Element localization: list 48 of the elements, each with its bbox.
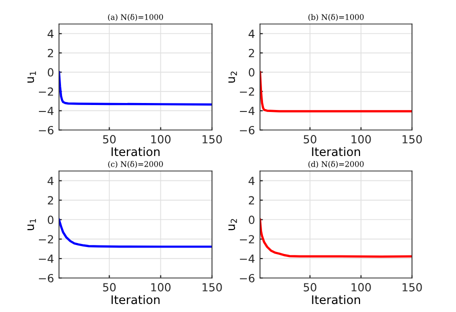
- x-tick-label: 100: [352, 135, 371, 144]
- y-tick-label: −4: [38, 106, 54, 115]
- x-tick-label: 100: [352, 283, 371, 292]
- y-tick-label: −4: [240, 254, 255, 263]
- x-tick-label: 50: [103, 135, 116, 144]
- line-series: [260, 71, 412, 112]
- y-tick-label: −4: [240, 106, 255, 115]
- y-tick-label: 2: [48, 48, 54, 58]
- y-tick-label: 0: [48, 68, 54, 77]
- x-tick-label: 150: [202, 283, 222, 292]
- y-tick-label: −6: [38, 126, 54, 134]
- x-tick-label: 150: [402, 283, 422, 292]
- y-tick-label: −6: [38, 274, 54, 282]
- line-series: [260, 218, 412, 258]
- x-axis-title: Iteration: [112, 147, 160, 156]
- x-tick-label: 50: [304, 135, 316, 144]
- y-tick-label: 4: [248, 176, 255, 185]
- y-axis-title: u$_{2}$: [228, 219, 237, 230]
- y-axis-title: u$_{2}$: [228, 72, 237, 83]
- y-tick-label: 4: [48, 30, 54, 38]
- x-axis-title: Iteration: [112, 295, 160, 304]
- y-tick-label: −2: [38, 235, 54, 244]
- y-tick-label: 0: [48, 216, 54, 224]
- y-tick-label: −6: [240, 126, 254, 134]
- x-tick-label: 150: [202, 135, 222, 144]
- y-axis-title: u$_{1}$: [27, 72, 36, 83]
- line-series: [59, 218, 212, 248]
- line-series: [59, 71, 212, 106]
- y-tick-label: −6: [240, 274, 254, 282]
- y-tick-label: 4: [48, 176, 54, 185]
- y-axis-title: u$_{1}$: [27, 219, 36, 230]
- x-tick-label: 100: [151, 135, 171, 144]
- x-tick-label: 50: [304, 283, 316, 292]
- y-tick-label: 0: [248, 216, 254, 224]
- x-axis-title: Iteration: [312, 295, 360, 304]
- y-tick-label: 2: [248, 196, 254, 204]
- x-axis-title: Iteration: [312, 147, 360, 156]
- y-tick-label: 0: [248, 68, 254, 77]
- x-tick-label: 50: [103, 283, 116, 292]
- y-tick-label: −2: [38, 87, 54, 96]
- y-tick-label: −2: [240, 235, 254, 244]
- y-tick-label: 2: [248, 48, 254, 58]
- x-tick-label: 100: [151, 283, 171, 292]
- y-tick-label: −4: [38, 254, 54, 263]
- y-tick-label: 4: [248, 30, 255, 38]
- x-tick-label: 150: [402, 135, 422, 144]
- y-tick-label: −2: [240, 87, 254, 96]
- y-tick-label: 2: [48, 196, 54, 204]
